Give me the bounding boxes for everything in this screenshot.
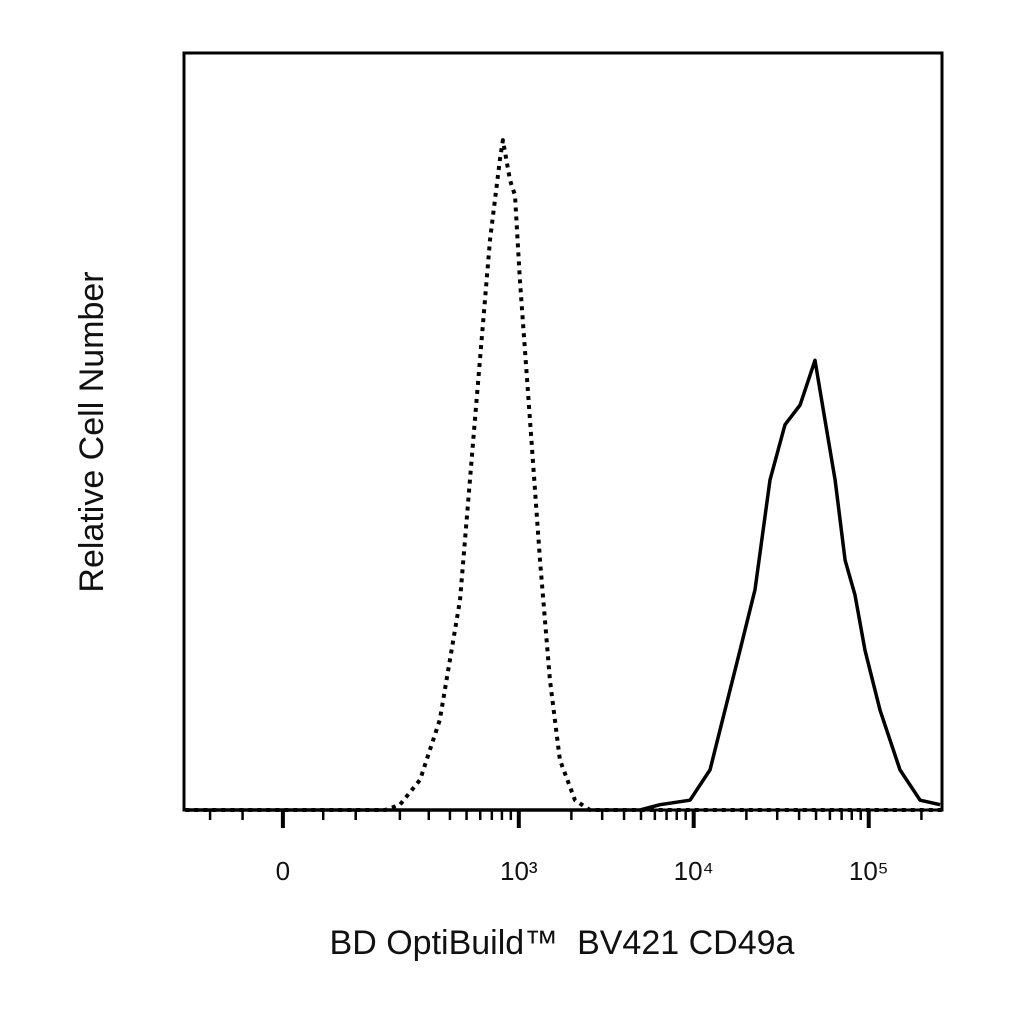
histogram-line	[185, 358, 941, 812]
histogram-line	[185, 138, 942, 812]
x-tick-label: 10⁵	[849, 856, 889, 886]
x-axis-label: BD OptiBuild™ BV421 CD49a	[330, 924, 795, 962]
y-axis-label: Relative Cell Number	[73, 271, 111, 592]
x-tick-label: 10⁴	[674, 856, 714, 886]
x-tick-label: 10³	[500, 856, 538, 886]
x-tick-label: 0	[276, 856, 290, 886]
